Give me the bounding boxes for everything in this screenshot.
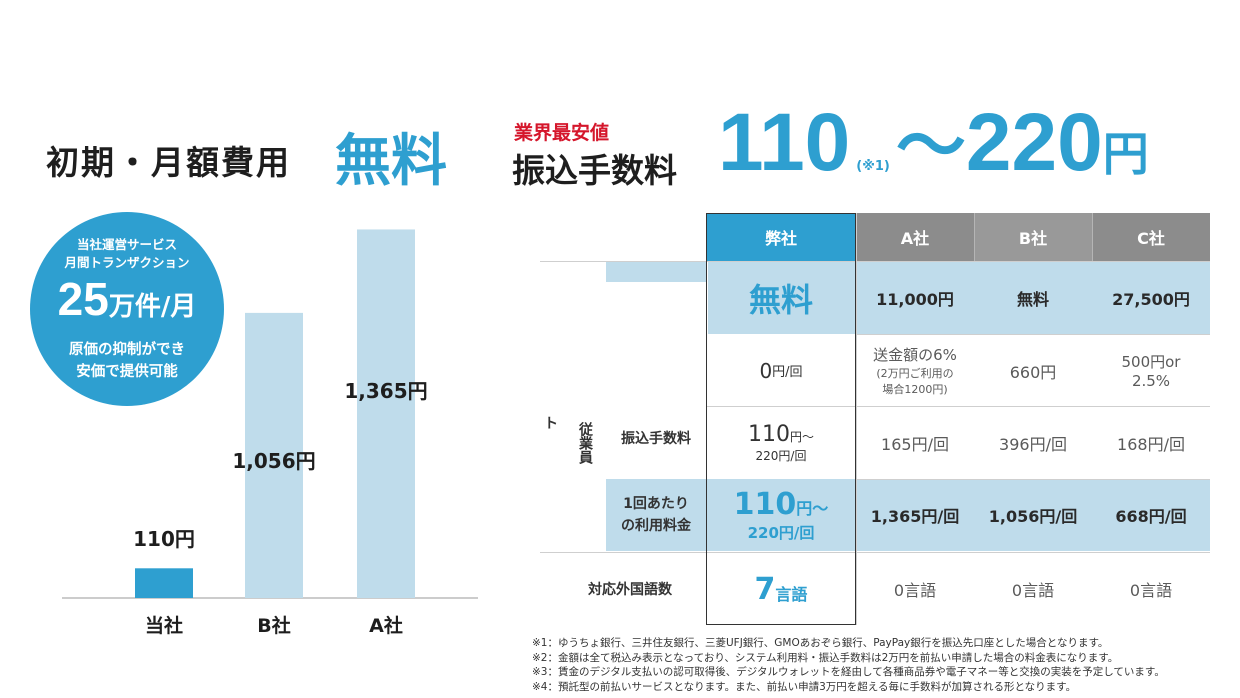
footnote-3: ※3：賃金のデジタル支払いの認可取得後、デジタルウォレットを経由して各種商品券や… — [532, 666, 1165, 678]
fee-unit: 円 — [1102, 127, 1149, 181]
row1-header-bg — [606, 262, 706, 282]
row4-c: 668円/回 — [1115, 507, 1187, 526]
row2-c-line2: 2.5% — [1131, 372, 1171, 390]
ours-column-frame — [706, 213, 856, 625]
row2-a-sub2: 場合1200円) — [882, 383, 948, 396]
row3-a: 165円/回 — [881, 435, 949, 454]
badge-count: 25万件/月 — [30, 272, 224, 326]
row2-b: 660円 — [1009, 362, 1057, 382]
row5-a: 0言語 — [893, 581, 937, 600]
row3-b: 396円/回 — [999, 435, 1067, 454]
row2-ours: 0 円/回 — [706, 335, 856, 406]
row4-b: 1,056円/回 — [988, 507, 1078, 526]
badge-line5: 安価で提供可能 — [76, 364, 178, 380]
row-header-per-use: 1回あたり の利用料金 — [621, 496, 691, 534]
row3-ours-unit: 円～ — [789, 430, 814, 444]
row-divider — [540, 552, 1210, 553]
fee-min: 110 — [718, 97, 851, 188]
col-divider — [856, 213, 857, 625]
transfer-fee-label: 振込手数料 — [512, 151, 677, 190]
header-b: B社 — [1018, 229, 1048, 248]
row4-ours-sub: 220円/回 — [747, 524, 815, 542]
row1-a: 11,000円 — [876, 290, 954, 309]
row2-c: 500円or 2.5% — [1092, 335, 1210, 406]
row5-ours-num: 7 — [754, 571, 776, 607]
bar-value-label-3: 1,365円 — [344, 379, 427, 403]
row4-ours-num: 110 — [733, 487, 797, 522]
bar-value-label-2: 1,056円 — [232, 449, 315, 473]
header-c: C社 — [1137, 229, 1165, 248]
transfer-fee-price: 110 (※1)～220円 — [718, 102, 1149, 184]
badge-line2: 月間トランザクション — [64, 255, 190, 270]
row2-c-line1: 500円or — [1121, 353, 1181, 371]
header-a: A社 — [900, 229, 930, 248]
badge-count-unit: 万件/月 — [108, 292, 197, 322]
cheapest-tag: 業界最安値 — [514, 122, 610, 144]
footnote-1: ※1：ゆうちょ銀行、三井住友銀行、三菱UFJ銀行、GMOあおぞら銀行、PayPa… — [532, 637, 1109, 649]
header-a-bg — [856, 213, 974, 261]
row2-ours-num: 0 — [759, 358, 773, 383]
row2-a-main: 送金額の6% — [873, 346, 957, 364]
row1-bg — [708, 262, 1210, 334]
fee-max: 220 — [965, 97, 1103, 188]
row1-b: 無料 — [1016, 290, 1049, 309]
category-label-1: 当社 — [145, 614, 183, 637]
row4-ours-unit: 円～ — [796, 499, 829, 518]
footnotes: ※1：ゆうちょ銀行、三井住友銀行、三菱UFJ銀行、GMOあおぞら銀行、PayPa… — [532, 636, 1165, 694]
row5-ours: 7 言語 — [706, 553, 856, 625]
row-header-side: ト — [544, 416, 558, 432]
row5-c: 0言語 — [1129, 581, 1173, 600]
row-divider — [706, 406, 1210, 407]
initial-monthly-value: 無料 — [335, 129, 447, 194]
row-header-languages: 対応外国語数 — [588, 581, 672, 598]
col-divider — [974, 213, 975, 261]
bar-value-label-1: 110円 — [133, 527, 195, 551]
category-label-2: B社 — [257, 614, 290, 637]
bar-1 — [135, 568, 193, 598]
badge-line1: 当社運営サービス — [76, 237, 177, 252]
row1-ours: 無料 — [748, 281, 813, 319]
row1-c: 27,500円 — [1112, 290, 1190, 309]
initial-monthly-label: 初期・月額費用 — [46, 143, 291, 182]
transaction-badge: 当社運営サービス 月間トランザクション 25万件/月 原価の抑制ができ 安価で提… — [30, 212, 224, 406]
row2-ours-unit: 円/回 — [772, 365, 803, 380]
footnote-4: ※4：預託型の前払いサービスとなります。また、前払い申請3万円を超える毎に手数料… — [532, 680, 1077, 693]
row-header-transfer-fee: 振込手数料 — [621, 431, 691, 447]
row3-ours: 110円～ 220円/回 — [706, 407, 856, 479]
row5-b: 0言語 — [1011, 581, 1055, 600]
col-divider — [1092, 213, 1093, 261]
row-divider — [856, 479, 1210, 480]
fee-tilde: ～ — [895, 105, 966, 187]
row-header-employee: 従業員 — [577, 422, 593, 464]
category-label-3: A社 — [369, 614, 403, 637]
row2-a-sub1: (2万円ご利用の — [876, 367, 954, 380]
footnote-2: ※2：金額は全て税込み表示となっており、システム利用料・振込手数料は2万円を前払… — [532, 651, 1119, 664]
row4-ours: 110円～ 220円/回 — [706, 479, 856, 551]
row3-c: 168円/回 — [1117, 435, 1185, 454]
row-divider — [856, 334, 1210, 335]
header-b-bg — [974, 213, 1092, 261]
row2-a: 送金額の6% (2万円ご利用の 場合1200円) — [856, 335, 974, 406]
row3-ours-sub: 220円/回 — [755, 449, 807, 463]
header-ours-bg — [706, 213, 856, 261]
bar-3 — [357, 229, 415, 598]
row5-ours-unit: 言語 — [775, 585, 808, 604]
comparison-table: 弊社 A社 B社 C社 ト 従業員 振込手数料 1回あたり の利用料金 対応外国… — [540, 213, 1212, 625]
bar-2 — [245, 312, 303, 598]
fee-note: (※1) — [856, 159, 890, 174]
row-divider — [540, 261, 1210, 262]
row3-ours-num: 110 — [747, 422, 790, 447]
badge-line4: 原価の抑制ができ — [69, 342, 185, 358]
row4-a: 1,365円/回 — [870, 507, 960, 526]
badge-count-number: 25 — [57, 273, 109, 325]
header-ours: 弊社 — [764, 229, 797, 248]
header-c-bg — [1092, 213, 1210, 261]
